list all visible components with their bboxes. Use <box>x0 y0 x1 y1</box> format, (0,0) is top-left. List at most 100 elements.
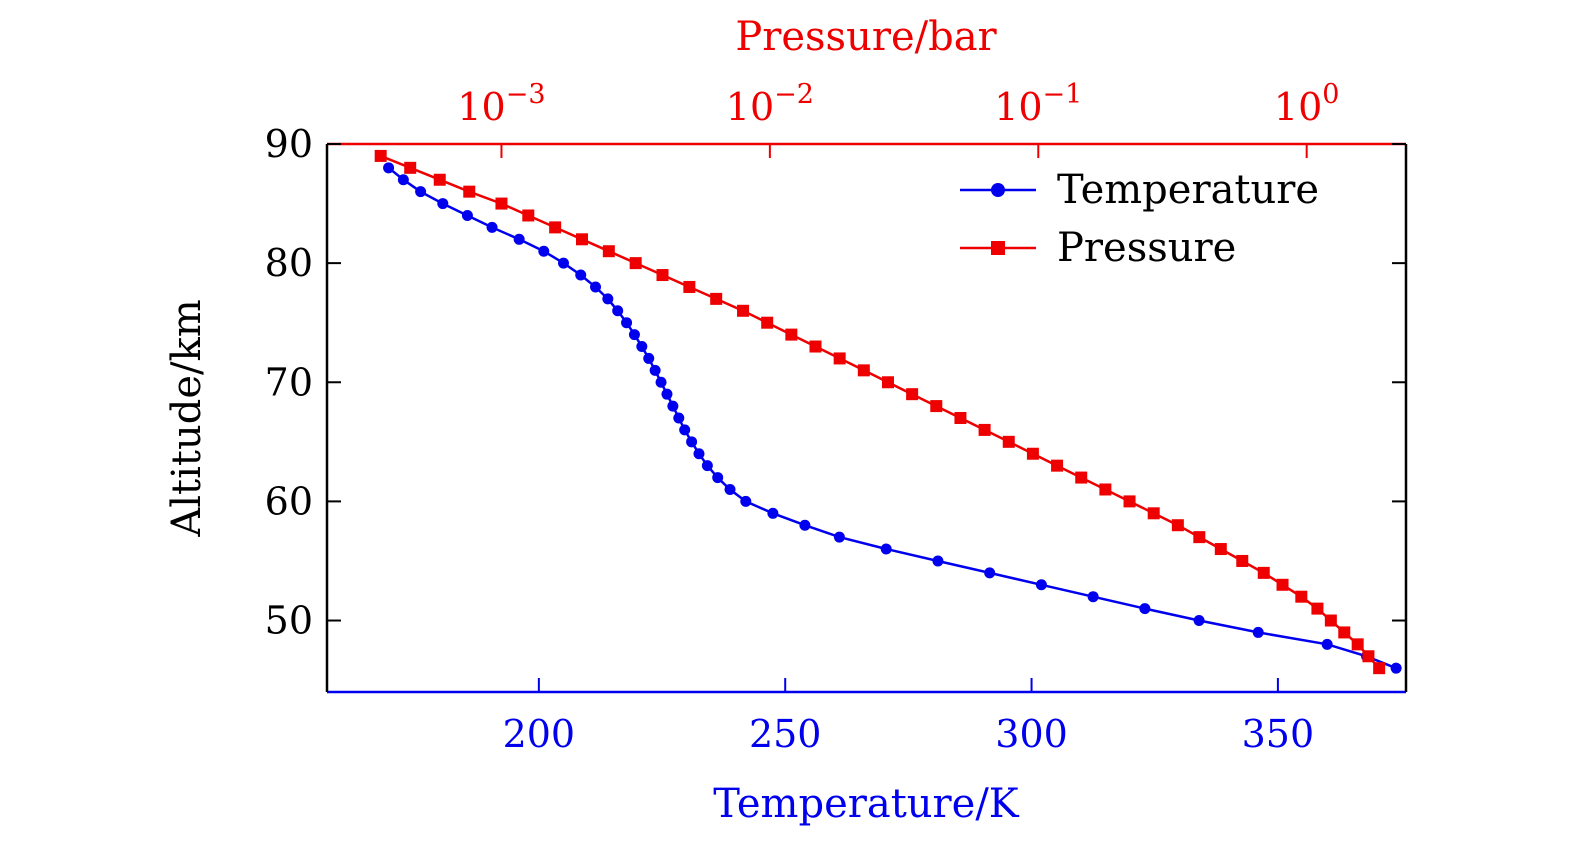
y-tick-label: 90 <box>265 122 313 166</box>
pressure-point <box>522 209 535 222</box>
plot-frame <box>325 142 1408 694</box>
pressure-point <box>1099 483 1112 496</box>
pressure-point <box>1257 566 1270 579</box>
temperature-point <box>740 495 752 507</box>
pressure-point <box>1295 590 1308 603</box>
legend-pressure-marker <box>991 241 1005 255</box>
temperature-point <box>661 388 673 400</box>
temperature-point <box>575 269 587 281</box>
pressure-point <box>1147 507 1160 520</box>
pressure-point <box>549 221 562 234</box>
pressure-point <box>1051 459 1064 472</box>
pressure-tick-base: 10 <box>1274 85 1322 129</box>
temperature-point <box>1321 638 1333 650</box>
temperature-axis-title: Temperature/K <box>713 781 1020 827</box>
temperature-axis-ticks: 200 250 300 350 <box>503 678 1315 756</box>
temperature-point <box>673 412 685 424</box>
pressure-tick-base: 10 <box>726 85 774 129</box>
temperature-point <box>1252 626 1264 638</box>
series-layer <box>374 149 1402 675</box>
pressure-point <box>602 245 615 258</box>
temperature-point <box>649 364 661 376</box>
temperature-point <box>1390 662 1402 674</box>
temperature-point <box>712 472 724 484</box>
temperature-point <box>643 352 655 364</box>
pressure-point <box>1276 578 1289 591</box>
legend-temperature-label: Temperature <box>1057 167 1319 213</box>
pressure-point <box>495 197 508 210</box>
temperature-point <box>538 245 550 257</box>
temperature-point <box>602 293 614 305</box>
pressure-point <box>1123 495 1136 508</box>
pressure-point <box>1362 650 1375 663</box>
legend-entry-temperature: Temperature <box>960 167 1319 213</box>
temperature-point <box>655 376 667 388</box>
legend: Temperature Pressure <box>960 167 1319 271</box>
pressure-tick-label: 10−1 <box>994 79 1082 129</box>
pressure-point <box>463 185 476 198</box>
temperature-tick-label: 350 <box>1242 712 1315 756</box>
pressure-point <box>1214 543 1227 556</box>
pressure-point <box>374 149 387 162</box>
temperature-point <box>486 221 498 233</box>
pressure-tick-label: 100 <box>1274 79 1340 129</box>
pressure-point <box>785 328 798 341</box>
pressure-point <box>404 161 417 174</box>
series-pressure <box>374 149 1386 675</box>
pressure-tick-label: 10−2 <box>726 79 814 129</box>
temperature-point <box>932 555 944 567</box>
pressure-tick-base: 10 <box>457 85 505 129</box>
pressure-point <box>857 364 870 377</box>
y-tick-label: 80 <box>265 241 313 285</box>
y-tick-label: 50 <box>265 599 313 643</box>
legend-pressure-label: Pressure <box>1057 225 1236 271</box>
temperature-point <box>628 329 640 341</box>
pressure-point <box>575 233 588 246</box>
pressure-tick-label: 10−3 <box>457 79 545 129</box>
pressure-point <box>1026 447 1039 460</box>
pressure-point <box>1002 435 1015 448</box>
pressure-tick-exponent: 0 <box>1322 79 1339 110</box>
pressure-tick-base: 10 <box>994 85 1042 129</box>
pressure-point <box>809 340 822 353</box>
pressure-point <box>656 269 669 282</box>
legend-temperature-marker <box>991 183 1005 197</box>
temperature-point <box>1035 579 1047 591</box>
pressure-point <box>1075 471 1088 484</box>
pressure-point <box>433 173 446 186</box>
temperature-point <box>621 317 633 329</box>
pressure-point <box>737 304 750 317</box>
temperature-point <box>667 400 679 412</box>
pressure-point <box>629 257 642 270</box>
pressure-tick-exponent: −1 <box>1043 79 1083 110</box>
legend-entry-pressure: Pressure <box>960 225 1236 271</box>
series-temperature <box>383 162 1402 674</box>
temperature-point <box>513 233 525 245</box>
temperature-point <box>984 567 996 579</box>
temperature-point <box>679 424 691 436</box>
pressure-point <box>1311 602 1324 615</box>
temperature-point <box>557 257 569 269</box>
pressure-point <box>978 423 991 436</box>
pressure-point <box>930 400 943 413</box>
pressure-point <box>683 280 696 293</box>
pressure-point <box>833 352 846 365</box>
pressure-point <box>1171 519 1184 532</box>
temperature-point <box>686 436 698 448</box>
y-tick-label: 70 <box>265 360 313 404</box>
temperature-point <box>701 460 713 472</box>
temperature-point <box>397 174 409 186</box>
temperature-point <box>767 507 779 519</box>
temperature-point <box>880 543 892 555</box>
temperature-point <box>461 209 473 221</box>
pressure-point <box>1236 554 1249 567</box>
pressure-point <box>1338 626 1351 639</box>
pressure-point <box>954 412 967 424</box>
pressure-point <box>1324 614 1337 627</box>
temperature-point <box>383 162 395 174</box>
temperature-point <box>437 198 449 210</box>
temperature-point <box>636 341 648 353</box>
temperature-point <box>1193 615 1205 627</box>
temperature-point <box>693 448 705 460</box>
